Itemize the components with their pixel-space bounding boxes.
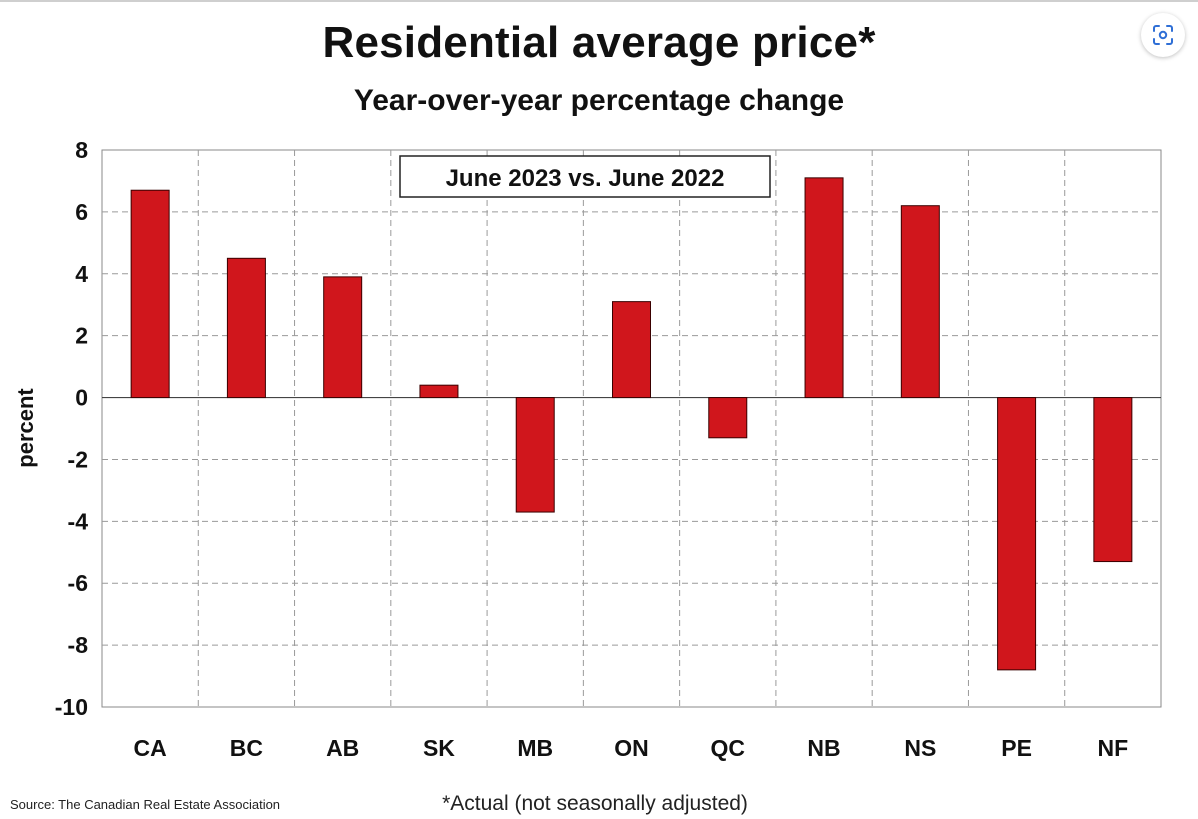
plot-area — [101, 149, 1162, 708]
source-note: Source: The Canadian Real Estate Associa… — [10, 797, 281, 812]
footnote: *Actual (not seasonally adjusted) — [442, 792, 748, 815]
bar — [997, 397, 1037, 671]
x-tick-label: NS — [904, 735, 936, 761]
lens-scan-button[interactable] — [1141, 13, 1185, 57]
y-axis-label: percent — [13, 388, 38, 468]
y-tick-label: -8 — [68, 632, 89, 658]
x-tick-label: ON — [614, 735, 649, 761]
bar — [515, 397, 555, 513]
x-tick-label: AB — [326, 735, 359, 761]
y-tick-label: 4 — [75, 261, 88, 287]
x-tick-label: NF — [1098, 735, 1129, 761]
x-tick-label: CA — [134, 735, 167, 761]
x-tick-label: BC — [230, 735, 263, 761]
chart-subtitle: Year-over-year percentage change — [353, 84, 845, 117]
lens-scan-icon — [1153, 25, 1173, 45]
y-tick-label: -10 — [55, 694, 88, 720]
top-border — [0, 0, 1198, 2]
x-tick-label: MB — [517, 735, 553, 761]
annotation-text: June 2023 vs. June 2022 — [446, 165, 725, 192]
x-tick-label: SK — [423, 735, 455, 761]
y-tick-label: -2 — [68, 446, 88, 472]
bar — [130, 189, 170, 399]
bar — [323, 276, 363, 399]
y-tick-label: 6 — [75, 199, 88, 225]
x-tick-label: QC — [711, 735, 746, 761]
y-tick-label: -4 — [68, 508, 89, 534]
chart-title: Residential average price* — [322, 18, 876, 67]
y-tick-label: -6 — [68, 570, 88, 596]
y-tick-label: 8 — [75, 137, 88, 163]
y-tick-label: 2 — [75, 323, 88, 349]
bar — [900, 205, 940, 399]
bar — [804, 177, 844, 399]
bar — [1093, 397, 1133, 563]
bar — [612, 301, 651, 399]
bar — [419, 384, 459, 399]
annotation-box — [399, 155, 771, 198]
y-tick-label: 0 — [75, 385, 88, 411]
bar — [708, 397, 748, 439]
x-tick-label: NB — [807, 735, 840, 761]
bar — [226, 257, 266, 399]
x-tick-label: PE — [1001, 735, 1032, 761]
